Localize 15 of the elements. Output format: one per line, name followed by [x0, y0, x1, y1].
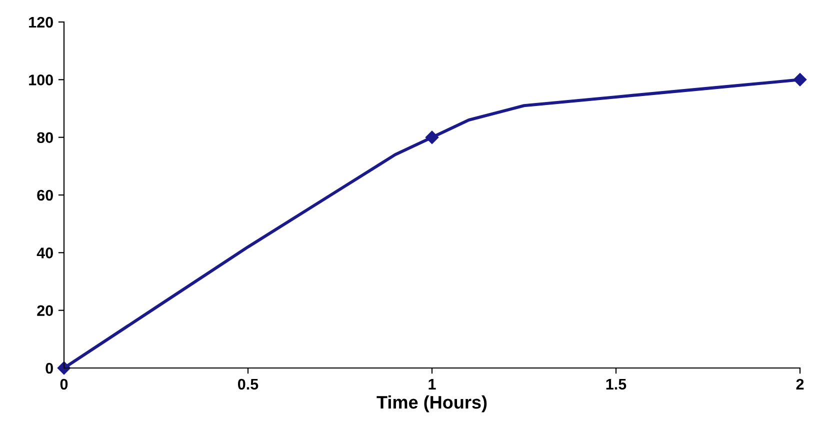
- y-tick-label: 120: [29, 16, 53, 28]
- point: [425, 130, 439, 144]
- y-tick-label: 20: [37, 305, 53, 316]
- point: [793, 73, 807, 86]
- x-tick-label: 0: [60, 378, 68, 390]
- y-tick-label: 80: [37, 132, 53, 144]
- x-axis-title: Time (Hours): [376, 395, 487, 412]
- y-tick-label: 60: [37, 190, 53, 201]
- x-tick-label: 2: [796, 378, 804, 390]
- x-tick-label: 1: [428, 378, 436, 390]
- y-tick-label: 40: [36, 248, 53, 258]
- x-tick-label: 0.5: [238, 378, 258, 390]
- y-tick-label: 100: [29, 74, 53, 86]
- x-tick-label: 1.5: [606, 378, 626, 390]
- y-tick-label: 0: [46, 362, 53, 374]
